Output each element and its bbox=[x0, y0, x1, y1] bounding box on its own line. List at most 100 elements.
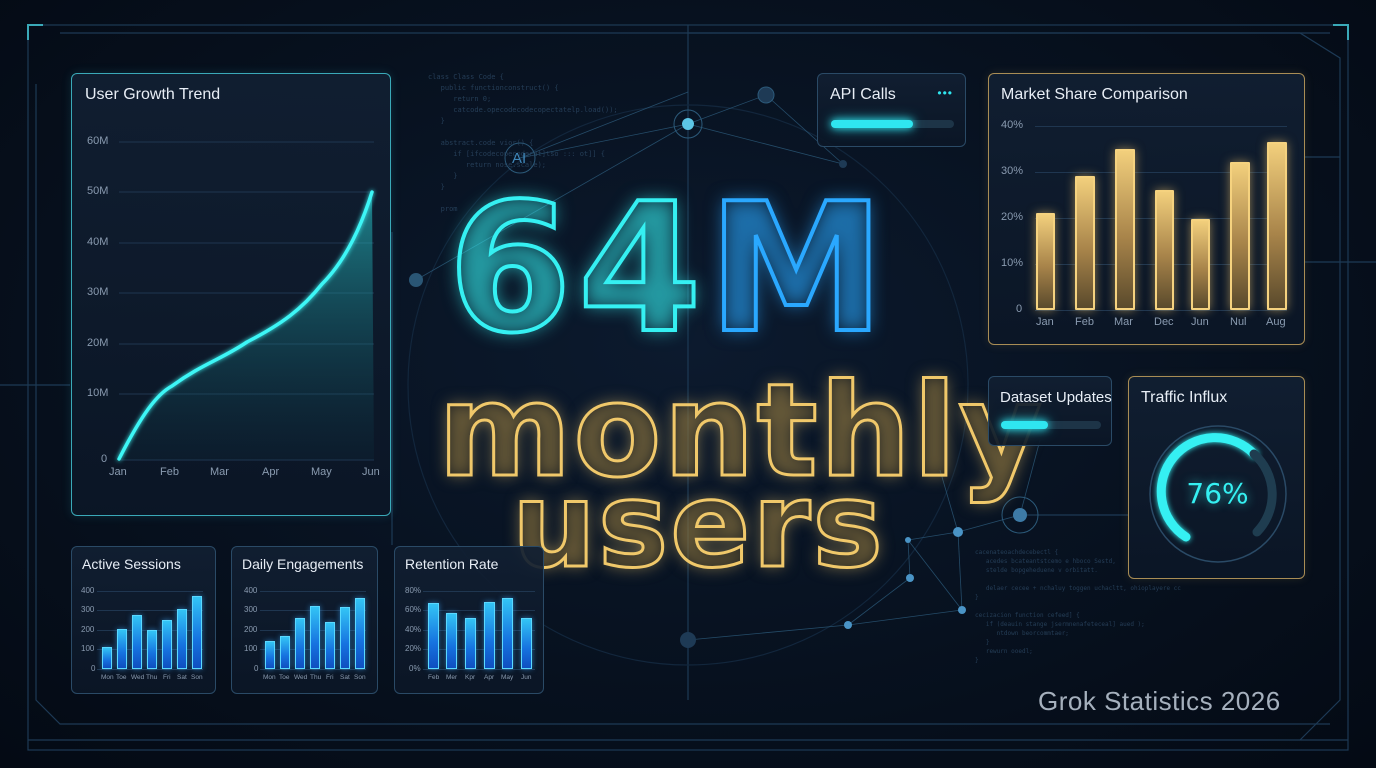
bar-sun bbox=[192, 596, 202, 669]
bar-fri bbox=[162, 620, 172, 669]
gridline bbox=[423, 630, 535, 631]
traffic-influx-gauge bbox=[1149, 425, 1287, 563]
y-tick: 400 bbox=[244, 586, 258, 595]
bar-dec bbox=[1155, 190, 1174, 310]
y-tick: 50M bbox=[87, 185, 109, 197]
y-tick: 30% bbox=[1001, 165, 1024, 177]
gridline bbox=[1035, 310, 1287, 311]
x-tick: Apr bbox=[262, 466, 280, 478]
x-tick: Sat bbox=[177, 674, 187, 681]
x-tick: Mon bbox=[101, 674, 114, 681]
gridline bbox=[423, 669, 535, 670]
bar-sat bbox=[340, 607, 350, 669]
traffic-influx-title: Traffic Influx bbox=[1141, 389, 1228, 406]
y-tick: 60M bbox=[87, 135, 109, 147]
bar-mon bbox=[265, 641, 275, 669]
bar-mon bbox=[102, 647, 112, 669]
y-tick: 200 bbox=[81, 625, 95, 634]
bar-wed bbox=[132, 615, 142, 669]
user-growth-area-chart bbox=[117, 141, 374, 461]
y-tick: 300 bbox=[81, 605, 95, 614]
gridline bbox=[97, 669, 203, 670]
x-tick: Jun bbox=[1191, 316, 1209, 328]
x-tick: Jun bbox=[362, 466, 380, 478]
bar-thu bbox=[310, 606, 320, 669]
x-tick: Thu bbox=[146, 674, 158, 681]
y-tick: 10% bbox=[1001, 257, 1024, 269]
x-tick: May bbox=[311, 466, 332, 478]
api-calls-progress-fill bbox=[831, 120, 914, 128]
y-tick: 100 bbox=[244, 644, 258, 653]
x-tick: Mar bbox=[210, 466, 229, 478]
market-share-title: Market Share Comparison bbox=[1001, 86, 1188, 103]
x-tick: Dec bbox=[1154, 316, 1174, 328]
y-tick: 300 bbox=[244, 605, 258, 614]
gridline bbox=[1035, 126, 1287, 127]
gridline bbox=[260, 669, 366, 670]
gridline bbox=[423, 649, 535, 650]
bar-feb bbox=[1075, 176, 1095, 310]
x-tick: Nul bbox=[1230, 316, 1247, 328]
brand-footer: Grok Statistics 2026 bbox=[1038, 686, 1281, 716]
dataset-updates-progress-fill bbox=[1001, 421, 1048, 429]
bar-apr-b bbox=[484, 602, 495, 669]
hero-metric-unit: M bbox=[706, 165, 891, 372]
x-tick: May bbox=[501, 674, 514, 681]
x-tick: Mon bbox=[263, 674, 276, 681]
bar-jan bbox=[1036, 213, 1055, 310]
y-tick: 30M bbox=[87, 286, 109, 298]
x-tick: Son bbox=[354, 674, 366, 681]
hero-label-users: users bbox=[511, 456, 885, 594]
api-calls-panel: API Calls ••• bbox=[817, 73, 966, 147]
bar-mar bbox=[1115, 149, 1135, 310]
y-tick: 100 bbox=[81, 644, 95, 653]
api-calls-title: API Calls bbox=[830, 86, 896, 103]
y-tick: 40% bbox=[405, 625, 422, 634]
x-tick: Aug bbox=[1266, 316, 1286, 328]
x-tick: Fri bbox=[163, 674, 171, 681]
x-tick: Jun bbox=[521, 674, 532, 681]
active-sessions-panel: Active Sessions 400 300 200 100 0 Mon To… bbox=[71, 546, 216, 694]
bar-may bbox=[502, 598, 513, 669]
y-tick: 80% bbox=[405, 586, 422, 595]
bar-sun bbox=[355, 598, 365, 669]
daily-engagements-title: Daily Engagements bbox=[242, 556, 364, 572]
traffic-influx-panel: Traffic Influx 76% bbox=[1128, 376, 1305, 579]
hero-metric: 64M bbox=[446, 178, 891, 360]
x-tick: Mer bbox=[446, 674, 458, 681]
retention-rate-title: Retention Rate bbox=[405, 556, 499, 572]
x-tick: Feb bbox=[428, 674, 440, 681]
user-growth-title: User Growth Trend bbox=[85, 86, 221, 103]
bar-thu bbox=[147, 630, 157, 669]
x-tick: Toe bbox=[279, 674, 290, 681]
x-tick: Kpr bbox=[465, 674, 476, 681]
x-tick: Mar bbox=[1114, 316, 1133, 328]
x-tick: Feb bbox=[1075, 316, 1094, 328]
y-tick: 20M bbox=[87, 337, 109, 349]
y-tick: 40M bbox=[87, 236, 109, 248]
x-tick: Wed bbox=[294, 674, 308, 681]
y-tick: 0% bbox=[409, 664, 421, 673]
bar-sat bbox=[177, 609, 187, 669]
gridline bbox=[97, 591, 203, 592]
dataset-updates-title: Dataset Updates bbox=[1000, 389, 1112, 406]
decorative-code-bottom: cacenateoachdecebectl { acedes bcateants… bbox=[975, 549, 1181, 664]
bar-feb bbox=[428, 603, 439, 669]
dataset-updates-panel: Dataset Updates bbox=[988, 376, 1112, 446]
x-tick: Feb bbox=[160, 466, 179, 478]
bar-aug bbox=[1267, 142, 1287, 310]
bar-tue bbox=[280, 636, 290, 669]
y-tick: 0 bbox=[91, 664, 96, 673]
more-options-icon[interactable]: ••• bbox=[937, 86, 953, 100]
user-growth-panel: User Growth Trend 60M 50M 40M 30M 20M 10… bbox=[71, 73, 391, 516]
x-tick: Apr bbox=[484, 674, 495, 681]
y-tick: 200 bbox=[244, 625, 258, 634]
bar-nul bbox=[1230, 162, 1250, 310]
hero-metric-number: 64 bbox=[446, 165, 708, 372]
y-tick: 0 bbox=[1016, 303, 1023, 315]
gridline bbox=[1035, 172, 1287, 173]
bar-tue bbox=[117, 629, 127, 669]
bar-jun bbox=[1191, 219, 1210, 310]
hero-label-monthly: monthly bbox=[436, 357, 1045, 506]
y-tick: 10M bbox=[87, 387, 109, 399]
